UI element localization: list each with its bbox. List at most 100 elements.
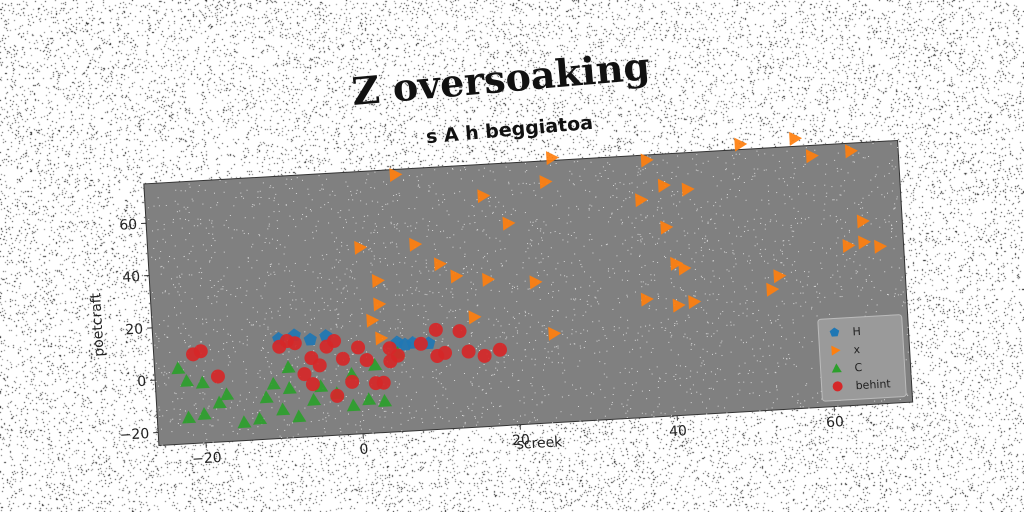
x-tick-label: 20 bbox=[512, 432, 531, 449]
point-x-7 bbox=[450, 269, 464, 284]
point-C-22 bbox=[378, 394, 393, 407]
point-behint-28 bbox=[477, 348, 492, 363]
point-x-30 bbox=[789, 131, 803, 146]
point-x-17 bbox=[640, 153, 654, 168]
point-C-7 bbox=[237, 415, 252, 429]
point-behint-12 bbox=[330, 388, 345, 403]
point-C-19 bbox=[346, 398, 361, 412]
legend-marker-H bbox=[829, 327, 840, 337]
x-tick-label: 40 bbox=[669, 423, 688, 440]
point-C-6 bbox=[220, 387, 235, 401]
legend-label-behint: behint bbox=[855, 377, 891, 392]
point-x-15 bbox=[539, 175, 553, 190]
point-x-20 bbox=[660, 220, 674, 235]
point-behint-15 bbox=[351, 340, 366, 355]
point-x-2 bbox=[373, 297, 387, 312]
point-x-34 bbox=[858, 235, 872, 250]
point-behint-25 bbox=[438, 345, 453, 360]
legend-label-x: x bbox=[853, 343, 861, 356]
point-x-1 bbox=[366, 313, 380, 328]
point-behint-16 bbox=[359, 353, 374, 368]
point-x-23 bbox=[640, 292, 654, 307]
point-C-1 bbox=[180, 373, 195, 387]
point-C-12 bbox=[282, 381, 297, 395]
point-behint-14 bbox=[345, 374, 360, 389]
y-tick-label: 0 bbox=[137, 374, 147, 390]
point-C-14 bbox=[292, 409, 307, 423]
point-x-9 bbox=[502, 216, 516, 231]
point-x-16 bbox=[635, 193, 649, 208]
point-behint-2 bbox=[210, 369, 225, 384]
y-axis-label: poetcraft bbox=[88, 292, 108, 357]
point-behint-26 bbox=[452, 324, 467, 339]
axes-background bbox=[143, 139, 914, 447]
x-tick-label: −20 bbox=[192, 450, 222, 468]
point-C-15 bbox=[307, 392, 322, 406]
point-C-10 bbox=[266, 376, 281, 390]
point-behint-22 bbox=[413, 336, 428, 351]
x-tick-label: 60 bbox=[826, 414, 845, 431]
point-x-29 bbox=[734, 137, 748, 152]
point-x-32 bbox=[844, 144, 858, 159]
point-x-18 bbox=[657, 178, 671, 193]
point-x-4 bbox=[354, 240, 368, 255]
point-x-33 bbox=[856, 214, 870, 229]
point-x-25 bbox=[688, 295, 702, 310]
legend-marker-x bbox=[831, 345, 841, 356]
chart-title: Z oversoaking bbox=[350, 43, 652, 114]
point-C-2 bbox=[182, 410, 197, 424]
point-x-10 bbox=[529, 275, 543, 290]
series-x bbox=[354, 131, 888, 346]
point-behint-18 bbox=[376, 375, 391, 390]
point-C-11 bbox=[276, 402, 291, 416]
y-tick-label: 40 bbox=[122, 269, 141, 286]
point-behint-9 bbox=[312, 358, 327, 373]
x-axis-label: screek bbox=[516, 434, 564, 453]
y-tick-label: −20 bbox=[119, 426, 149, 444]
point-x-28 bbox=[545, 151, 559, 166]
point-behint-27 bbox=[461, 344, 476, 359]
point-C-4 bbox=[195, 375, 210, 389]
point-C-3 bbox=[197, 407, 212, 421]
point-x-21 bbox=[670, 256, 684, 271]
point-x-26 bbox=[773, 269, 787, 284]
point-behint-6 bbox=[297, 367, 312, 382]
point-x-31 bbox=[805, 149, 819, 164]
plot-area: −20 0 20 40 60 −20 0 20 40 60 screek poetcraft H… bbox=[88, 131, 914, 468]
point-behint-23 bbox=[428, 322, 443, 337]
point-behint-29 bbox=[493, 342, 508, 357]
point-x-14 bbox=[389, 168, 403, 183]
point-H-2 bbox=[303, 332, 317, 346]
point-behint-13 bbox=[335, 351, 350, 366]
point-behint-1 bbox=[193, 344, 208, 359]
point-x-12 bbox=[468, 310, 482, 325]
x-tick-label: 0 bbox=[359, 441, 369, 457]
point-behint-11 bbox=[327, 333, 342, 348]
point-x-19 bbox=[681, 182, 695, 197]
y-axis-ticks: −20 0 20 40 60 bbox=[119, 217, 159, 444]
point-behint-7 bbox=[305, 377, 320, 392]
point-x-36 bbox=[874, 239, 888, 254]
point-x-11 bbox=[477, 189, 491, 204]
point-x-35 bbox=[842, 239, 856, 253]
point-x-8 bbox=[482, 272, 496, 287]
legend-marker-C bbox=[831, 363, 842, 373]
point-x-0 bbox=[375, 331, 389, 346]
point-C-21 bbox=[368, 357, 383, 371]
point-x-5 bbox=[409, 237, 423, 252]
point-C-9 bbox=[259, 390, 274, 404]
point-C-13 bbox=[281, 360, 296, 374]
point-C-0 bbox=[171, 361, 186, 375]
point-x-22 bbox=[678, 261, 692, 276]
legend-box bbox=[817, 314, 907, 402]
point-x-13 bbox=[548, 326, 562, 341]
chart-subtitle: s A h beggiatoa bbox=[425, 112, 594, 149]
point-behint-21 bbox=[390, 348, 405, 363]
legend-label-C: C bbox=[854, 361, 863, 374]
y-tick-label: 20 bbox=[125, 321, 144, 338]
point-x-24 bbox=[672, 298, 686, 313]
x-axis-ticks: −20 0 20 40 60 bbox=[192, 406, 845, 468]
legend-marker-behint bbox=[832, 381, 843, 392]
